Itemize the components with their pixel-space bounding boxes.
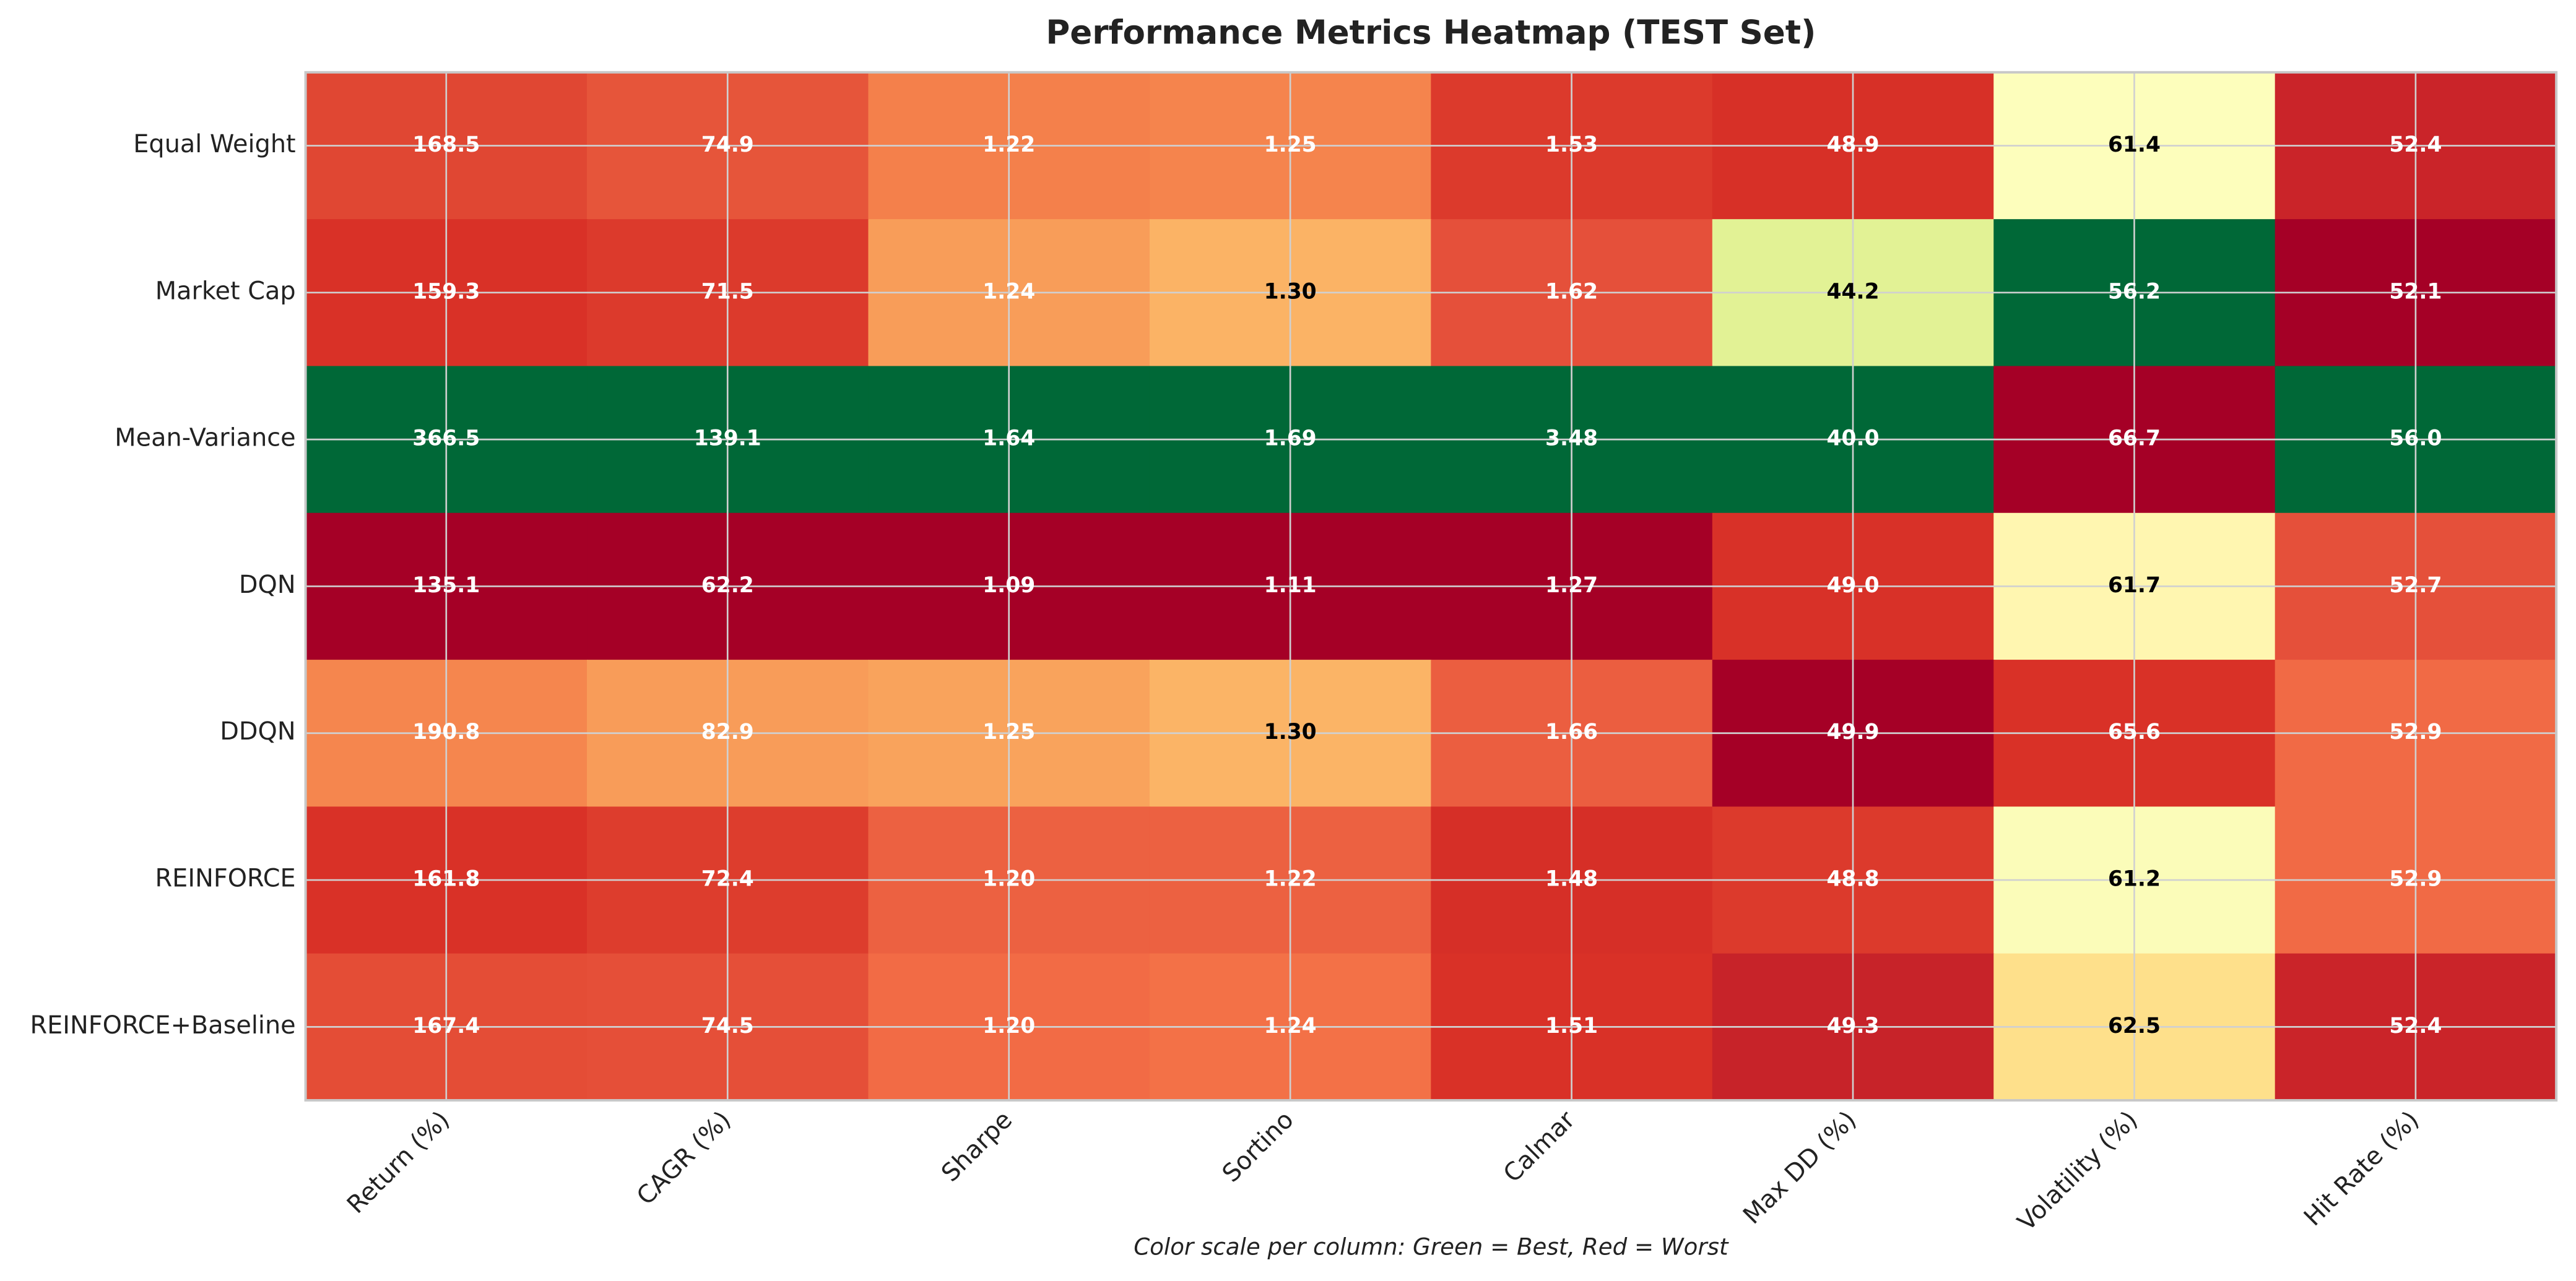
value-label: 1.48 bbox=[1545, 867, 1598, 892]
value-label: 1.24 bbox=[1264, 1014, 1317, 1038]
value-label: 1.09 bbox=[982, 573, 1035, 598]
value-label: 168.5 bbox=[412, 132, 480, 157]
y-tick-label: Market Cap bbox=[155, 277, 296, 305]
value-label: 52.1 bbox=[2389, 279, 2442, 304]
y-tick-label: Mean-Variance bbox=[115, 424, 295, 452]
value-label: 49.3 bbox=[1826, 1014, 1879, 1038]
value-label: 49.0 bbox=[1826, 573, 1879, 598]
value-label: 161.8 bbox=[412, 867, 480, 892]
value-label: 1.22 bbox=[1264, 867, 1317, 892]
y-tick-label: Equal Weight bbox=[133, 130, 295, 158]
x-tick-label: CAGR (%) bbox=[631, 1106, 737, 1211]
x-tick-label: Return (%) bbox=[342, 1106, 456, 1220]
value-label: 40.0 bbox=[1826, 426, 1879, 451]
value-label: 52.9 bbox=[2389, 720, 2442, 744]
y-tick-label: DDQN bbox=[220, 717, 295, 746]
value-label: 44.2 bbox=[1826, 279, 1879, 304]
value-label: 72.4 bbox=[701, 867, 754, 892]
value-label: 56.2 bbox=[2108, 279, 2161, 304]
value-label: 1.27 bbox=[1545, 573, 1598, 598]
value-label: 3.48 bbox=[1545, 426, 1598, 451]
chart-title: Performance Metrics Heatmap (TEST Set) bbox=[1046, 13, 1816, 51]
value-label: 61.2 bbox=[2108, 867, 2161, 892]
value-label: 1.20 bbox=[982, 1014, 1035, 1038]
value-label: 1.22 bbox=[982, 132, 1035, 157]
value-label: 135.1 bbox=[412, 573, 480, 598]
value-label: 1.24 bbox=[982, 279, 1035, 304]
value-label: 74.5 bbox=[701, 1014, 754, 1038]
x-tick-label: Sortino bbox=[1217, 1106, 1299, 1188]
value-label: 190.8 bbox=[412, 720, 480, 744]
value-label: 167.4 bbox=[412, 1014, 480, 1038]
value-label: 1.51 bbox=[1545, 1014, 1598, 1038]
value-label: 1.20 bbox=[982, 867, 1035, 892]
value-label: 1.25 bbox=[1264, 132, 1317, 157]
value-label: 49.9 bbox=[1826, 720, 1879, 744]
y-tick-label: REINFORCE+Baseline bbox=[30, 1011, 295, 1040]
chart-note: Color scale per column: Green = Best, Re… bbox=[1134, 1233, 1729, 1260]
x-tick-label: Volatility (%) bbox=[2012, 1106, 2143, 1237]
value-label: 52.7 bbox=[2389, 573, 2442, 598]
value-label: 61.4 bbox=[2108, 132, 2161, 157]
value-label: 159.3 bbox=[412, 279, 480, 304]
x-tick-label: Sharpe bbox=[936, 1106, 1018, 1188]
value-label: 1.25 bbox=[982, 720, 1035, 744]
x-tick-label: Max DD (%) bbox=[1738, 1106, 1862, 1230]
value-label: 56.0 bbox=[2389, 426, 2442, 451]
value-label: 139.1 bbox=[694, 426, 761, 451]
value-label: 48.8 bbox=[1826, 867, 1879, 892]
value-label: 48.9 bbox=[1826, 132, 1879, 157]
value-label: 1.11 bbox=[1264, 573, 1317, 598]
value-label: 1.30 bbox=[1264, 279, 1317, 304]
plot-border bbox=[304, 71, 2558, 1102]
value-label: 1.53 bbox=[1545, 132, 1598, 157]
value-label: 66.7 bbox=[2108, 426, 2161, 451]
value-label: 65.6 bbox=[2108, 720, 2161, 744]
value-label: 74.9 bbox=[701, 132, 754, 157]
value-label: 366.5 bbox=[412, 426, 480, 451]
value-label: 1.66 bbox=[1545, 720, 1598, 744]
value-label: 1.64 bbox=[982, 426, 1035, 451]
x-tick-label: Calmar bbox=[1498, 1105, 1581, 1188]
y-tick-label: DQN bbox=[239, 571, 296, 599]
value-label: 82.9 bbox=[701, 720, 754, 744]
value-label: 52.9 bbox=[2389, 867, 2442, 892]
value-label: 71.5 bbox=[701, 279, 754, 304]
value-label: 61.7 bbox=[2108, 573, 2161, 598]
value-label: 62.2 bbox=[701, 573, 754, 598]
value-label: 1.69 bbox=[1264, 426, 1317, 451]
value-label: 1.62 bbox=[1545, 279, 1598, 304]
y-tick-label: REINFORCE bbox=[155, 865, 296, 893]
value-label: 1.30 bbox=[1264, 720, 1317, 744]
value-label: 52.4 bbox=[2389, 1014, 2442, 1038]
value-label: 62.5 bbox=[2108, 1014, 2161, 1038]
value-label: 52.4 bbox=[2389, 132, 2442, 157]
x-tick-label: Hit Rate (%) bbox=[2299, 1106, 2425, 1232]
